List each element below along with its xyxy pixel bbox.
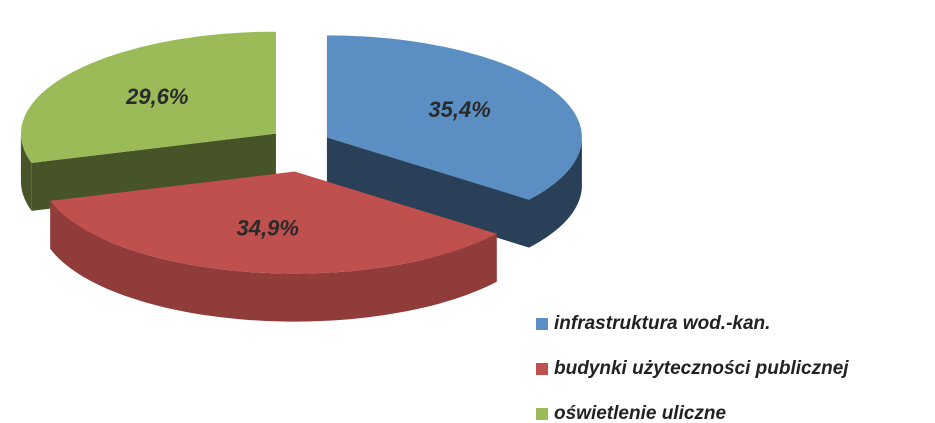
slice-side — [529, 137, 582, 248]
legend-swatch — [536, 318, 548, 330]
legend-swatch — [536, 408, 548, 420]
data-label: 34,9% — [237, 216, 299, 241]
legend-label: oświetlenie uliczne — [554, 403, 727, 423]
legend-swatch — [536, 363, 548, 375]
slice — [326, 35, 582, 200]
slice-side — [326, 137, 530, 248]
slice-side — [20, 133, 32, 211]
legend-label: infrastruktura wod.-kan. — [554, 313, 770, 334]
data-label: 35,4% — [428, 97, 490, 122]
slice-side — [31, 133, 276, 211]
legend-label: budynki użyteczności publicznej — [554, 358, 849, 379]
slice — [50, 171, 497, 274]
slice — [21, 31, 276, 163]
slice-side — [50, 200, 497, 322]
data-label: 29,6% — [125, 84, 188, 109]
